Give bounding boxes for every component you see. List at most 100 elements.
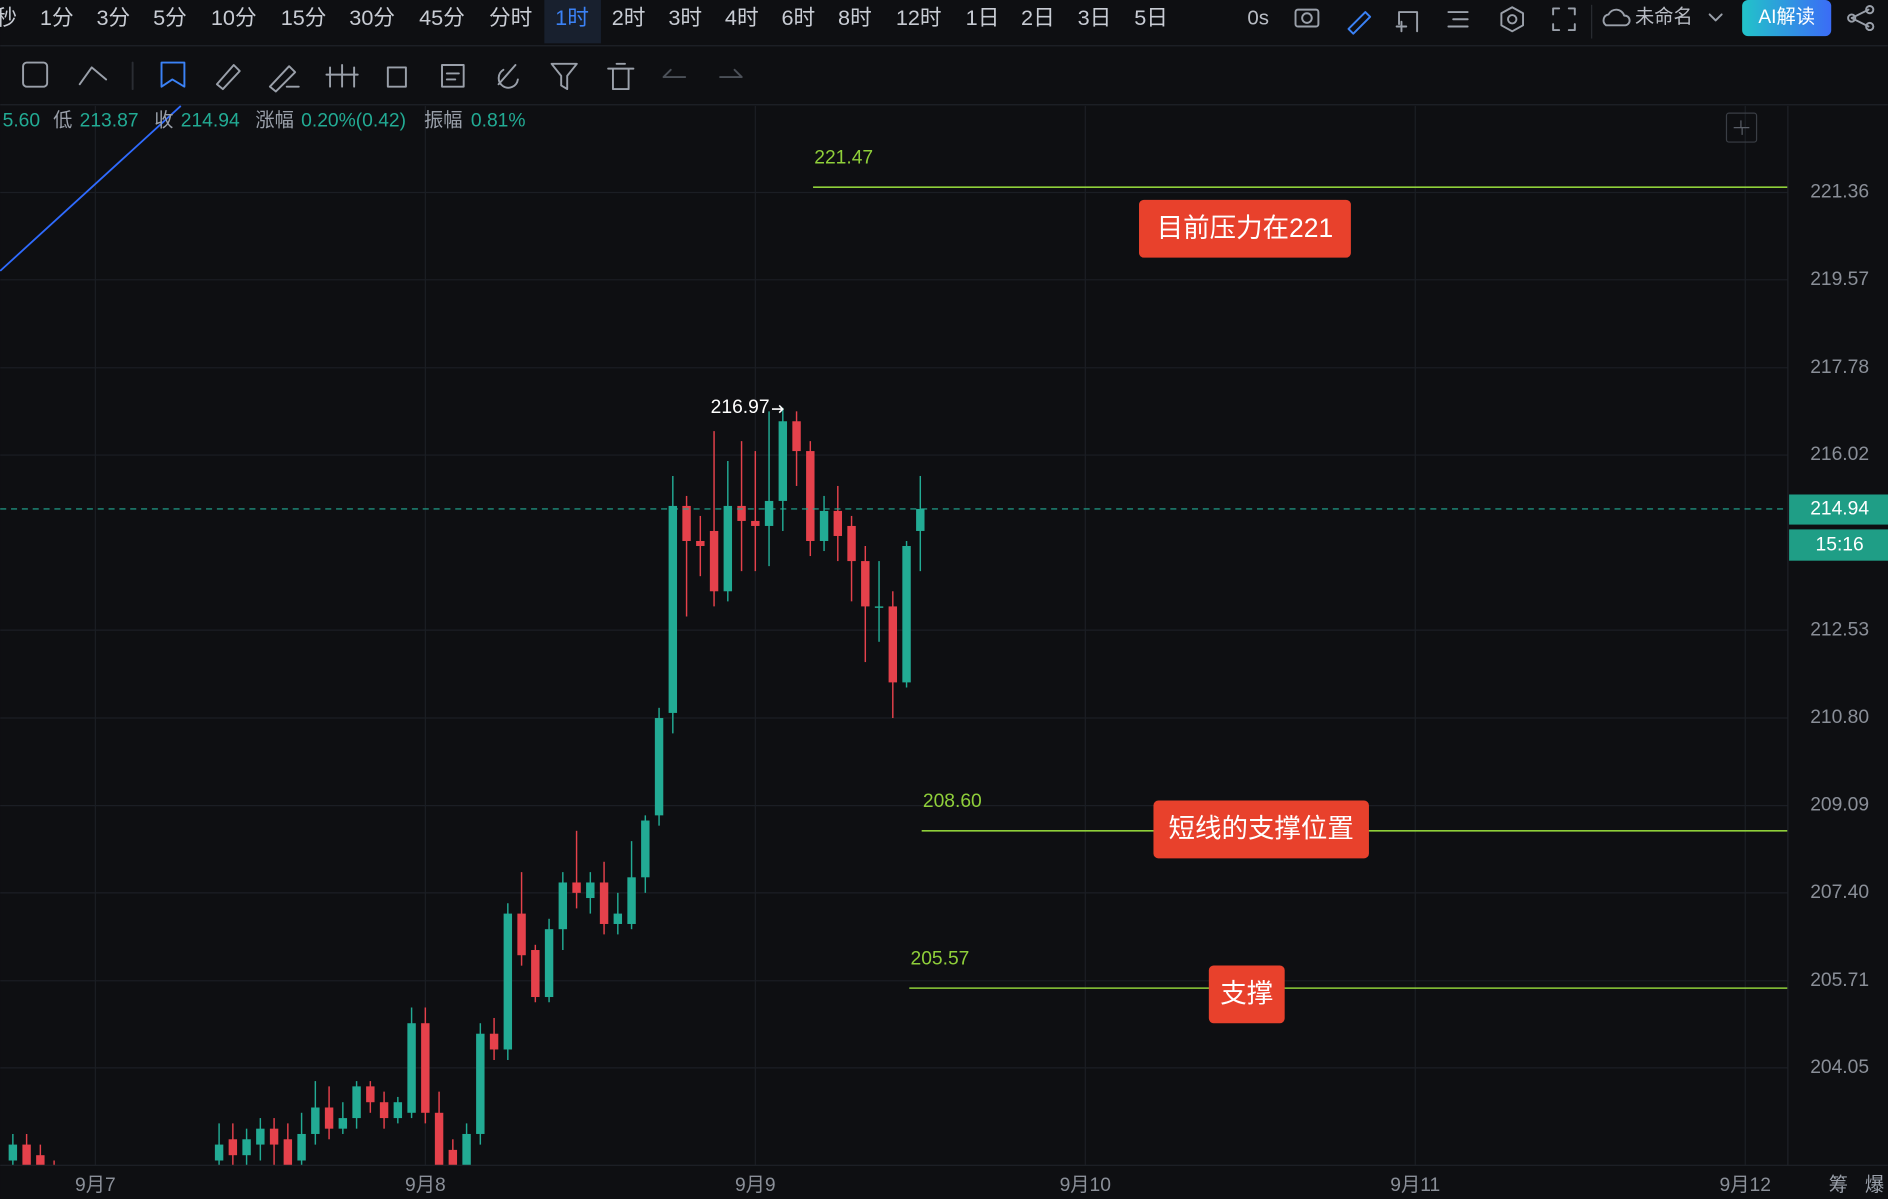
add-icon[interactable]: [1395, 11, 1419, 33]
layout-toggle[interactable]: [1725, 112, 1758, 143]
interval-button[interactable]: 12时: [896, 5, 942, 30]
interval-button[interactable]: 6时: [781, 5, 815, 30]
redo-icon[interactable]: [719, 68, 743, 79]
candle-body: [393, 1102, 403, 1119]
y-tick-label: 219.57: [1810, 269, 1869, 290]
fullscreen-icon[interactable]: [1552, 7, 1576, 32]
dropdown-icon[interactable]: [1708, 13, 1723, 22]
ai-button[interactable]: [1742, 0, 1832, 37]
y-tick-label: 209.09: [1810, 795, 1869, 816]
interval-button[interactable]: 1时: [555, 5, 589, 30]
candle-body: [338, 1118, 348, 1129]
interval-button[interactable]: 30分: [349, 5, 395, 30]
candle-body: [682, 505, 691, 541]
candle-body: [696, 540, 705, 547]
candle-body: [764, 500, 774, 526]
candle-body: [434, 1112, 444, 1166]
candle-body: [627, 877, 636, 924]
candle-body: [448, 1149, 458, 1166]
interval-button[interactable]: 10分: [211, 5, 257, 30]
side-button[interactable]: 爆: [1865, 1174, 1884, 1196]
candle-body: [709, 530, 719, 592]
countdown-label: 15:16: [1816, 535, 1864, 556]
interval-button[interactable]: 45分: [419, 5, 465, 30]
tool-icon[interactable]: [497, 64, 519, 89]
list-icon[interactable]: [1447, 11, 1469, 28]
x-tick-label: 9月7: [75, 1175, 116, 1196]
candle-body: [558, 882, 568, 930]
price-level-label: 221.47: [814, 147, 873, 168]
annotation-box[interactable]: [1139, 199, 1351, 258]
tool-icon[interactable]: [215, 64, 241, 91]
info-value: 214.94: [181, 111, 240, 132]
undo-icon[interactable]: [662, 68, 687, 79]
candle-body: [36, 1155, 45, 1166]
candle-body: [462, 1133, 471, 1166]
interval-button[interactable]: 5分: [153, 5, 187, 30]
candle-body: [407, 1023, 416, 1113]
candles: [8, 407, 925, 1166]
tool-icon[interactable]: [22, 61, 49, 88]
candle-body: [916, 508, 925, 531]
candle-body: [847, 525, 856, 562]
interval-button[interactable]: 5日: [1134, 5, 1168, 30]
tool-icon[interactable]: [325, 64, 359, 88]
price-level-label: 205.57: [911, 948, 970, 969]
camera-icon[interactable]: [1294, 8, 1320, 28]
y-tick-label: 216.02: [1810, 444, 1869, 465]
candle-body: [654, 718, 664, 816]
interval-button[interactable]: 2时: [612, 5, 646, 30]
annotation-text[interactable]: 目前压力在221: [1157, 213, 1334, 243]
candle-body: [833, 510, 843, 536]
interval-button[interactable]: 4时: [725, 5, 759, 30]
interval-button[interactable]: 3时: [668, 5, 702, 30]
candle-body: [572, 882, 581, 893]
interval-button[interactable]: 8时: [838, 5, 872, 30]
trend-line[interactable]: [0, 105, 182, 272]
tool-icon[interactable]: [78, 66, 108, 86]
side-button[interactable]: 筹: [1829, 1174, 1848, 1196]
interval-button[interactable]: 15分: [281, 5, 327, 30]
share-dot: [1847, 13, 1857, 23]
tool-icon[interactable]: [441, 64, 465, 88]
interval-button[interactable]: 分时: [489, 5, 532, 30]
candle-body: [723, 505, 733, 592]
tool-icon[interactable]: [160, 61, 186, 88]
info-label: 收: [154, 110, 173, 132]
interval-button[interactable]: 1分: [40, 5, 74, 30]
interval-button[interactable]: 2日: [1021, 5, 1055, 30]
candle-body: [379, 1102, 389, 1119]
info-value: 0.81%: [471, 111, 526, 132]
ai-button-label[interactable]: AI解读: [1758, 6, 1815, 28]
candle-body: [476, 1033, 485, 1134]
annotation-text[interactable]: 短线的支撑位置: [1169, 814, 1354, 844]
annotation-box[interactable]: [1208, 965, 1285, 1024]
layout-name[interactable]: 未命名: [1635, 6, 1693, 28]
share-dot: [1865, 21, 1875, 32]
tool-icon[interactable]: [550, 62, 578, 91]
candle-body: [8, 1144, 18, 1161]
annotation-text[interactable]: 支撑: [1220, 979, 1273, 1009]
tool-icon[interactable]: [386, 66, 407, 88]
y-tick-label: 221.36: [1810, 182, 1869, 203]
pencil-icon[interactable]: [1347, 11, 1372, 35]
current-price-tag: [1789, 494, 1888, 525]
candle-body: [668, 505, 678, 713]
candle-body: [792, 421, 801, 452]
tool-icon[interactable]: [607, 62, 635, 91]
interval-button[interactable]: 1日: [966, 5, 1000, 30]
candle-body: [861, 561, 870, 607]
annotation-box[interactable]: [1153, 800, 1369, 859]
tool-icon[interactable]: [268, 65, 300, 93]
candle-body: [531, 950, 540, 998]
interval-button[interactable]: 3日: [1078, 5, 1112, 30]
interval-button[interactable]: 3分: [97, 5, 131, 30]
drawing-toolbar: [22, 61, 743, 93]
settings-icon[interactable]: [1500, 6, 1524, 33]
timer[interactable]: 0s: [1247, 7, 1269, 30]
interval-button[interactable]: 秒: [0, 5, 17, 30]
candle-body: [311, 1107, 320, 1134]
candle-body: [586, 882, 595, 899]
